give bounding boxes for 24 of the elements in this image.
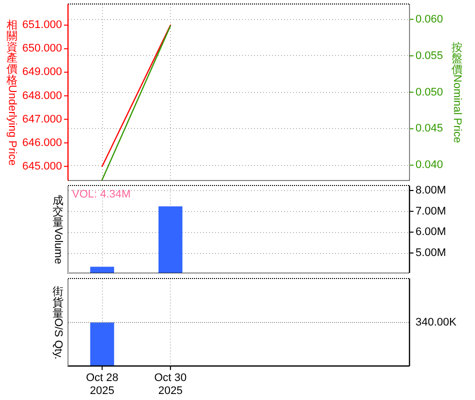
y-tick-label: 0.055	[416, 50, 444, 62]
y-tick-label: 6.00M	[416, 226, 446, 238]
y-tick-label: 647.000	[22, 113, 62, 126]
x-tick-label: Oct 28 2025	[86, 372, 118, 397]
axis-title: 街貨量O/S Qty.	[52, 286, 64, 360]
y-tick-label: 651.000	[22, 19, 62, 32]
ref-line-label: 340.00K	[416, 316, 456, 328]
y-tick-label: 5.00M	[416, 247, 446, 259]
x-tick-label: Oct 30 2025	[154, 372, 187, 397]
y-tick-label: 650.000	[22, 42, 62, 55]
y-tick-label: 0.045	[416, 122, 444, 135]
axis-title: 成交量Volume	[52, 195, 64, 264]
y-tick-label: 649.000	[22, 66, 62, 78]
y-tick-label: 648.000	[22, 90, 62, 102]
y-tick-label: 7.00M	[416, 205, 446, 218]
annotation: VOL: 4.34M	[72, 188, 131, 200]
y-tick-label: 0.050	[416, 86, 444, 98]
axis-title: 相關資產價格 Underlying Price	[6, 20, 18, 166]
y-tick-label: 646.000	[22, 136, 62, 149]
y-tick-label: 645.000	[22, 160, 62, 172]
axis-title: 按盤價Nominal Price	[451, 42, 463, 143]
y-tick-label: 0.060	[416, 13, 444, 26]
y-tick-label: 8.00M	[416, 184, 446, 196]
y-tick-label: 0.040	[416, 159, 444, 172]
